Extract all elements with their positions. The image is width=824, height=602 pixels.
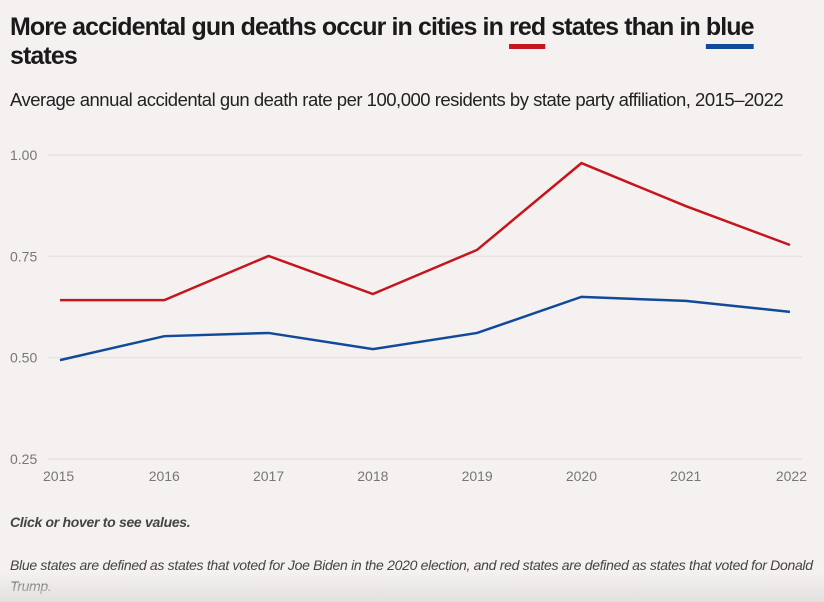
title-text: states <box>10 42 78 70</box>
data-point[interactable] <box>784 239 796 251</box>
chart-subtitle: Average annual accidental gun death rate… <box>10 89 784 110</box>
data-point[interactable] <box>680 295 692 307</box>
line-chart[interactable]: 1.00 0.75 0.50 0.25 2015 2016 2017 2018 2019 2020… <box>0 140 824 490</box>
data-point[interactable] <box>471 327 483 339</box>
data-point[interactable] <box>367 343 379 355</box>
x-tick-label: 2017 <box>253 468 284 484</box>
data-point[interactable] <box>575 291 587 303</box>
data-point[interactable] <box>158 294 170 306</box>
interaction-note: Click or hover to see values. <box>10 514 191 530</box>
series-line-blue-states[interactable] <box>59 295 791 362</box>
data-point[interactable] <box>575 157 587 169</box>
series-line-red-states[interactable] <box>60 161 791 302</box>
data-point[interactable] <box>784 306 796 318</box>
x-tick-label: 2016 <box>149 468 180 484</box>
data-point[interactable] <box>54 354 66 366</box>
data-point[interactable] <box>471 244 483 256</box>
x-tick-label: 2015 <box>43 468 74 484</box>
x-tick-label: 2018 <box>357 468 388 484</box>
title-red-highlight: red <box>509 13 546 41</box>
x-tick-label: 2022 <box>776 468 807 484</box>
x-tick-label: 2019 <box>462 468 493 484</box>
data-point[interactable] <box>367 288 379 300</box>
y-tick-label: 0.75 <box>10 248 37 264</box>
title-text: states than in <box>545 13 706 41</box>
footnote: Blue states are defined as states that v… <box>10 557 813 594</box>
y-tick-label: 0.25 <box>10 451 37 467</box>
x-tick-label: 2021 <box>670 468 701 484</box>
data-point[interactable] <box>680 200 692 212</box>
x-tick-label: 2020 <box>566 468 597 484</box>
data-point[interactable] <box>263 250 275 262</box>
y-tick-label: 1.00 <box>10 147 37 163</box>
data-point[interactable] <box>263 327 275 339</box>
data-point[interactable] <box>158 330 170 342</box>
title-text: More accidental gun deaths occur in citi… <box>10 13 510 41</box>
chart-title: More accidental gun deaths occur in citi… <box>10 13 810 71</box>
title-blue-highlight: blue <box>705 13 755 41</box>
y-tick-label: 0.50 <box>10 350 37 366</box>
data-point[interactable] <box>54 294 66 306</box>
